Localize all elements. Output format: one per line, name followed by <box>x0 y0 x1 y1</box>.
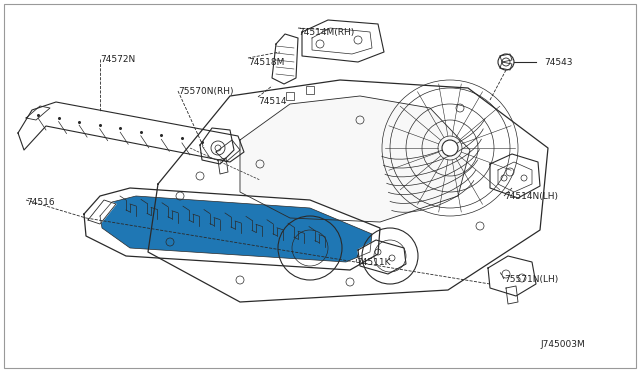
Text: J745003M: J745003M <box>540 340 585 349</box>
Polygon shape <box>358 240 406 274</box>
Bar <box>286 92 294 100</box>
Polygon shape <box>500 62 512 70</box>
Polygon shape <box>200 128 234 164</box>
Bar <box>306 86 314 94</box>
Polygon shape <box>506 286 518 304</box>
Polygon shape <box>18 102 244 162</box>
Text: 74514: 74514 <box>258 97 287 106</box>
Polygon shape <box>302 20 384 62</box>
Text: 75570N(RH): 75570N(RH) <box>178 87 234 96</box>
Polygon shape <box>26 106 50 120</box>
Text: 74514M(RH): 74514M(RH) <box>298 28 355 37</box>
Polygon shape <box>148 80 548 302</box>
Text: 74543: 74543 <box>544 58 573 67</box>
Polygon shape <box>312 28 372 54</box>
Text: 74516: 74516 <box>26 198 54 207</box>
Text: 74518M: 74518M <box>248 58 284 67</box>
Text: 75571N(LH): 75571N(LH) <box>504 275 558 284</box>
Polygon shape <box>100 196 372 262</box>
Polygon shape <box>88 200 116 224</box>
Polygon shape <box>240 96 470 222</box>
Text: 74572N: 74572N <box>100 55 135 64</box>
Polygon shape <box>272 34 298 84</box>
Polygon shape <box>216 140 240 162</box>
Polygon shape <box>488 256 536 296</box>
Polygon shape <box>218 158 228 174</box>
Text: 74514N(LH): 74514N(LH) <box>504 192 558 201</box>
Circle shape <box>442 140 458 156</box>
Polygon shape <box>84 188 380 270</box>
Polygon shape <box>498 162 532 192</box>
Text: 74511K: 74511K <box>356 258 390 267</box>
Polygon shape <box>500 54 512 62</box>
Polygon shape <box>490 154 540 198</box>
